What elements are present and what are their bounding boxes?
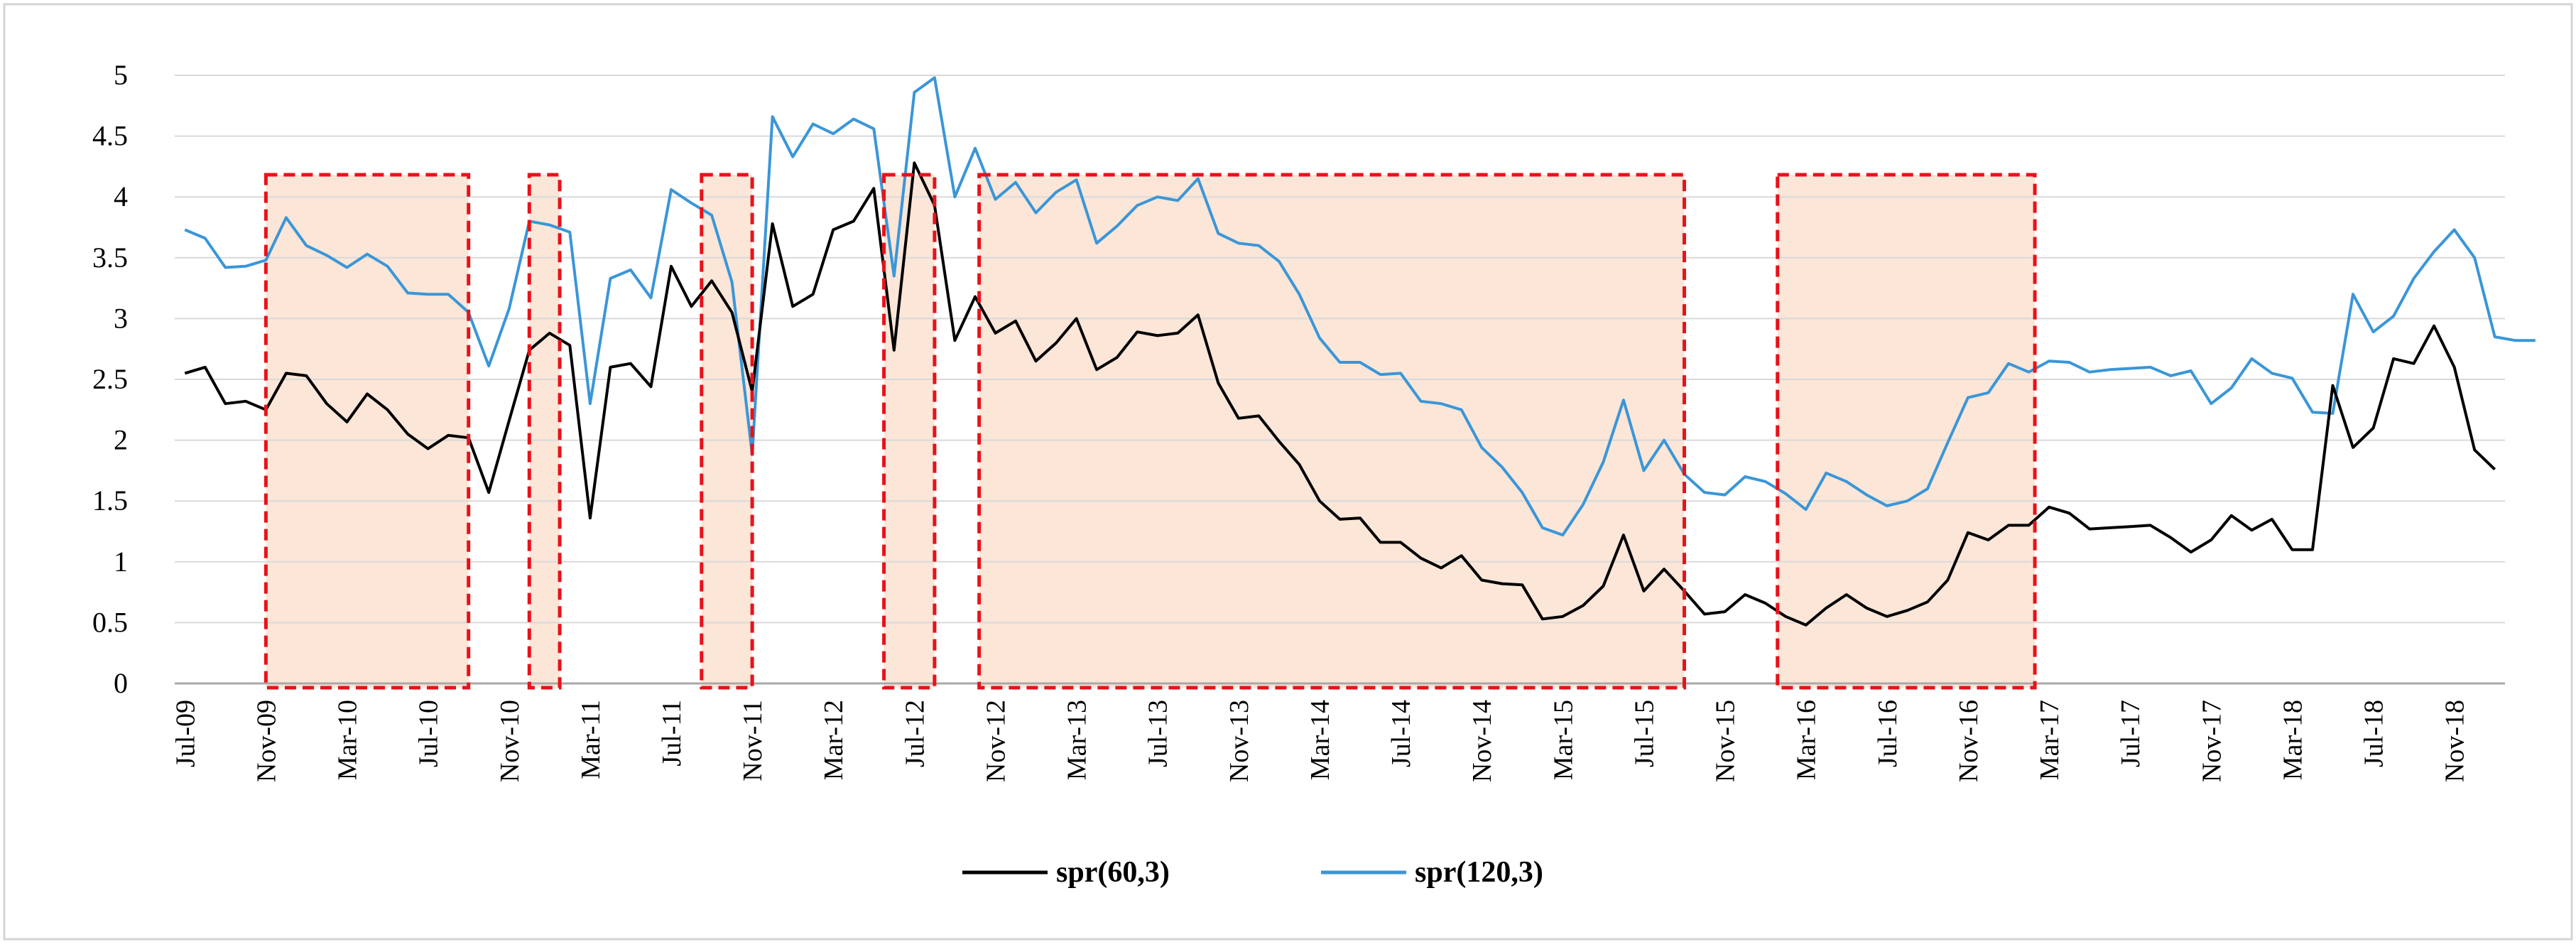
shaded-period-3 (701, 175, 753, 688)
y-tick-label: 2 (114, 424, 128, 456)
shaded-period-border-4 (882, 173, 937, 690)
x-tick-label: Mar-12 (819, 700, 849, 780)
x-tick-label: Nov-12 (981, 700, 1011, 782)
x-tick-label: Jul-11 (657, 700, 687, 767)
x-tick-label: Mar-14 (1305, 700, 1335, 780)
x-tick-label: Jul-14 (1386, 700, 1416, 767)
series-line-spr-60-3 (184, 161, 2496, 627)
x-tick-label: Nov-15 (1711, 700, 1741, 782)
x-tick-label: Jul-18 (2359, 700, 2389, 767)
series-line-spr-120-3 (184, 76, 2536, 537)
x-tick-label: Mar-10 (333, 700, 363, 780)
x-tick-label: Nov-14 (1467, 700, 1497, 782)
y-tick-label: 1.5 (92, 485, 128, 516)
legend-item-spr-120-3: spr(120,3) (1321, 856, 1543, 889)
shaded-period-border-1 (263, 173, 471, 690)
y-tick-label: 0.5 (92, 606, 128, 638)
shaded-period-borders (263, 173, 2037, 690)
shaded-period-border-3 (700, 173, 754, 690)
shaded-periods (266, 175, 2036, 688)
x-tick-label: Jul-17 (2116, 700, 2146, 767)
shaded-period-border-2 (527, 173, 562, 690)
x-tick-label: Mar-16 (1792, 700, 1822, 780)
x-tick-label: Jul-13 (1143, 700, 1173, 767)
x-tick-label: Jul-12 (900, 700, 930, 767)
x-tick-label: Jul-16 (1873, 700, 1903, 767)
y-tick-label: 5 (114, 59, 128, 91)
y-tick-label: 4.5 (92, 120, 128, 152)
shaded-period-1 (266, 175, 469, 688)
x-tick-label: Jul-15 (1629, 700, 1659, 767)
shaded-period-border-5 (977, 173, 1687, 690)
legend-label: spr(120,3) (1415, 856, 1543, 889)
legend: spr(60,3) spr(120,3) (962, 856, 1543, 889)
legend-item-spr-60-3: spr(60,3) (962, 856, 1170, 889)
x-tick-label: Jul-10 (414, 700, 444, 767)
shaded-period-6 (1777, 175, 2036, 688)
gridlines (175, 75, 2505, 685)
y-tick-label: 3.5 (92, 242, 128, 274)
series-lines (184, 76, 2536, 627)
x-tick-label: Nov-10 (495, 700, 525, 782)
x-tick-label: Mar-11 (576, 700, 606, 779)
shaded-period-5 (979, 175, 1685, 688)
x-tick-label: Mar-13 (1063, 700, 1092, 780)
shaded-period-border-6 (1776, 173, 2037, 690)
y-axis-tick-labels: 0 0.5 1 1.5 2 2.5 3 3.5 4 4.5 5 (92, 59, 128, 699)
x-tick-label: Nov-17 (2197, 700, 2227, 782)
shaded-period-2 (529, 175, 560, 688)
y-tick-label: 4 (114, 180, 128, 212)
y-tick-label: 3 (114, 302, 128, 334)
x-tick-label: Nov-13 (1224, 700, 1254, 782)
y-tick-label: 2.5 (92, 363, 128, 395)
x-tick-label: Jul-09 (170, 700, 200, 767)
legend-label: spr(60,3) (1056, 856, 1170, 889)
x-tick-label: Mar-17 (2035, 700, 2065, 780)
x-tick-label: Nov-16 (1954, 700, 1984, 782)
x-axis-tick-labels: Jul-09 Nov-09 Mar-10 Jul-10 Nov-10 Mar-11 Jul-… (170, 700, 2469, 782)
x-tick-label: Mar-18 (2278, 700, 2308, 780)
x-tick-label: Nov-09 (251, 700, 281, 782)
y-tick-label: 1 (114, 546, 128, 578)
y-tick-label: 0 (114, 667, 128, 699)
x-tick-label: Mar-15 (1548, 700, 1578, 780)
x-tick-label: Nov-11 (738, 700, 768, 781)
x-tick-label: Nov-18 (2440, 700, 2470, 782)
